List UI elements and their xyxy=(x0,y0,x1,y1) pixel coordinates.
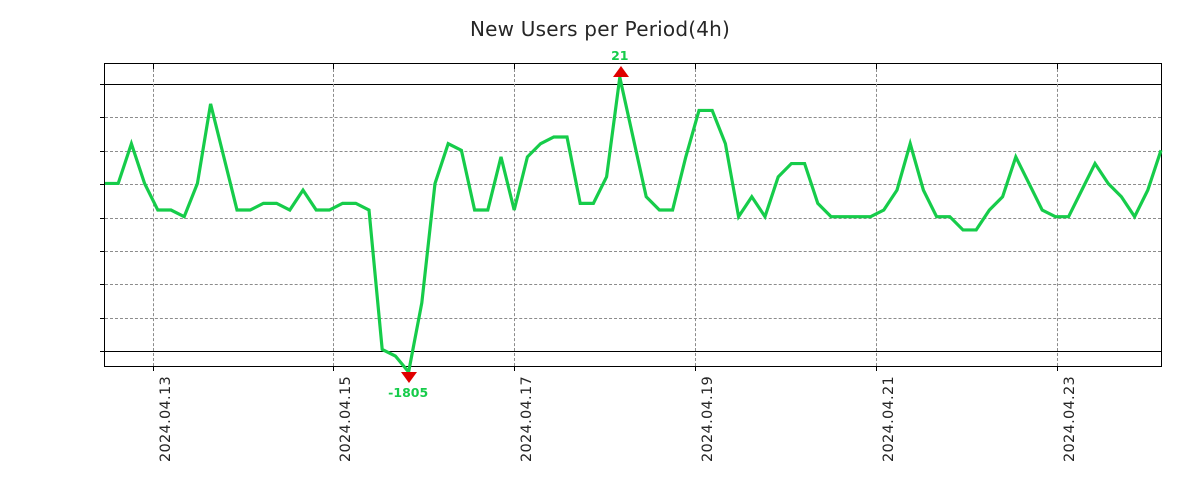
x-tick-mark-top xyxy=(514,64,516,69)
y-tick-mark xyxy=(100,217,105,219)
x-tick-mark-top xyxy=(876,64,878,69)
series-line-layer xyxy=(105,76,1163,376)
x-tick-mark xyxy=(695,366,697,371)
gridline-y-15 xyxy=(105,117,1161,119)
x-tick-mark xyxy=(1056,366,1058,371)
x-tick-mark-top xyxy=(1056,64,1058,69)
x-tick-mark-top xyxy=(153,64,155,69)
annotation-min-label: -1805 xyxy=(388,385,429,400)
y-tick-mark xyxy=(100,251,105,253)
x-axis-label-2024.04.21: 2024.04.21 xyxy=(881,376,898,463)
x-axis-label-2024.04.23: 2024.04.23 xyxy=(1061,376,1078,463)
y-tick-mark xyxy=(100,284,105,286)
gridline-y-20 xyxy=(105,84,1161,86)
gridline-x-2024.04.13 xyxy=(153,64,155,366)
x-tick-mark-top xyxy=(333,64,335,69)
y-tick-mark xyxy=(100,84,105,86)
gridline-y--10 xyxy=(105,284,1161,286)
y-tick-mark xyxy=(100,184,105,186)
gridline-y-10 xyxy=(105,150,1161,152)
x-axis-label-2024.04.17: 2024.04.17 xyxy=(519,376,536,463)
gridline-y-0 xyxy=(105,217,1161,219)
gridline-y--20 xyxy=(105,351,1161,353)
gridline-y--15 xyxy=(105,317,1161,319)
annotation-max-label: 21 xyxy=(611,48,629,64)
plot-area xyxy=(100,63,1163,383)
chart-title: New Users per Period(4h) xyxy=(469,17,731,41)
x-tick-mark-top xyxy=(695,64,697,69)
y-tick-mark xyxy=(100,317,105,319)
marker-min xyxy=(401,372,418,383)
y-tick-mark xyxy=(100,351,105,353)
x-tick-mark xyxy=(514,366,516,371)
gridline-y-5 xyxy=(105,184,1161,186)
x-axis-label-2024.04.19: 2024.04.19 xyxy=(700,376,717,463)
series-line xyxy=(105,76,1163,376)
marker-max xyxy=(612,66,629,78)
gridline-x-2024.04.23 xyxy=(1056,64,1058,366)
x-axis-label-2024.04.15: 2024.04.15 xyxy=(338,376,355,463)
x-tick-mark xyxy=(333,366,335,371)
y-tick-mark xyxy=(100,150,105,152)
gridline-x-2024.04.17 xyxy=(514,64,516,366)
gridline-x-2024.04.15 xyxy=(333,64,335,366)
gridline-y--5 xyxy=(105,251,1161,253)
x-tick-mark xyxy=(153,366,155,371)
y-tick-mark xyxy=(100,117,105,119)
x-axis-label-2024.04.13: 2024.04.13 xyxy=(158,376,175,463)
gridline-x-2024.04.19 xyxy=(695,64,697,366)
x-tick-mark xyxy=(876,366,878,371)
